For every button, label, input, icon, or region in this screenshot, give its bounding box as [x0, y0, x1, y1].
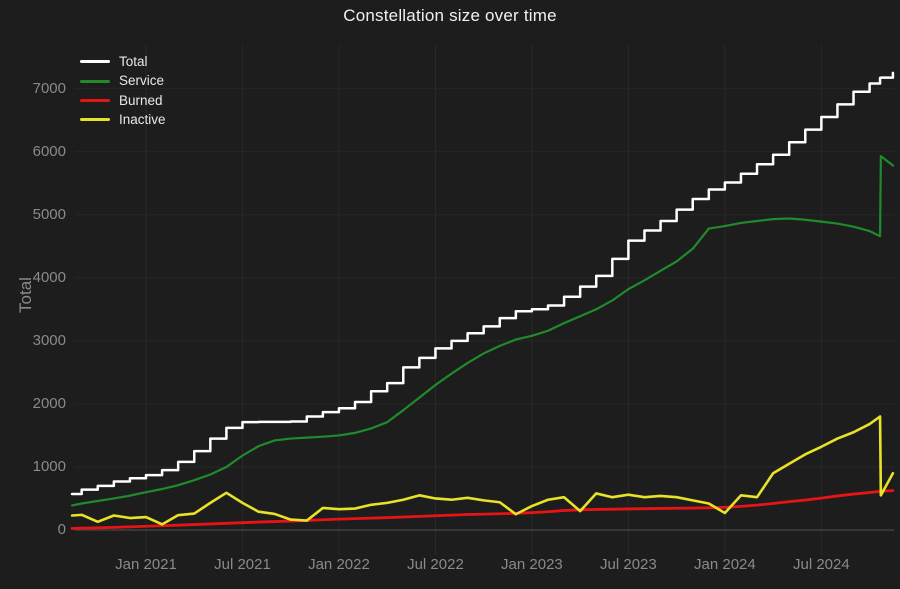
y-tick-label: 1000 [32, 457, 66, 475]
y-tick-label: 2000 [32, 394, 66, 412]
legend-item-burned[interactable]: Burned [80, 91, 166, 110]
legend-label: Inactive [119, 112, 166, 128]
legend-line-sample [80, 60, 110, 64]
x-tick-label: Jul 2023 [600, 556, 657, 573]
y-tick-label: 4000 [32, 268, 66, 286]
y-tick-label: 6000 [32, 142, 66, 160]
legend-item-inactive[interactable]: Inactive [80, 110, 166, 129]
x-tick-label: Jul 2021 [214, 556, 271, 573]
series-line-inactive[interactable] [70, 415, 895, 526]
legend-item-service[interactable]: Service [80, 71, 166, 90]
legend-item-total[interactable]: Total [80, 52, 166, 71]
series-line-burned[interactable] [70, 489, 895, 530]
y-tick-label: 5000 [32, 205, 66, 223]
series-line-total[interactable] [70, 71, 895, 496]
legend-line-sample [80, 118, 110, 122]
x-tick-label: Jan 2021 [115, 556, 177, 573]
y-tick-label: 3000 [32, 331, 66, 349]
chart-title: Constellation size over time [343, 6, 557, 25]
x-tick-label: Jan 2023 [501, 556, 563, 573]
x-tick-label: Jan 2024 [694, 556, 756, 573]
legend-label: Burned [119, 92, 163, 108]
legend-line-sample [80, 98, 110, 102]
y-tick-label: 7000 [32, 79, 66, 97]
y-tick-label: 0 [57, 521, 66, 538]
x-tick-label: Jul 2022 [407, 556, 464, 573]
series-line-service[interactable] [70, 154, 895, 507]
legend-label: Service [119, 73, 165, 89]
legend: Total Service Burned Inactive [80, 52, 166, 130]
legend-label: Total [119, 53, 148, 69]
legend-line-sample [80, 79, 110, 83]
x-tick-label: Jul 2024 [793, 556, 850, 573]
x-tick-label: Jan 2022 [308, 556, 370, 573]
